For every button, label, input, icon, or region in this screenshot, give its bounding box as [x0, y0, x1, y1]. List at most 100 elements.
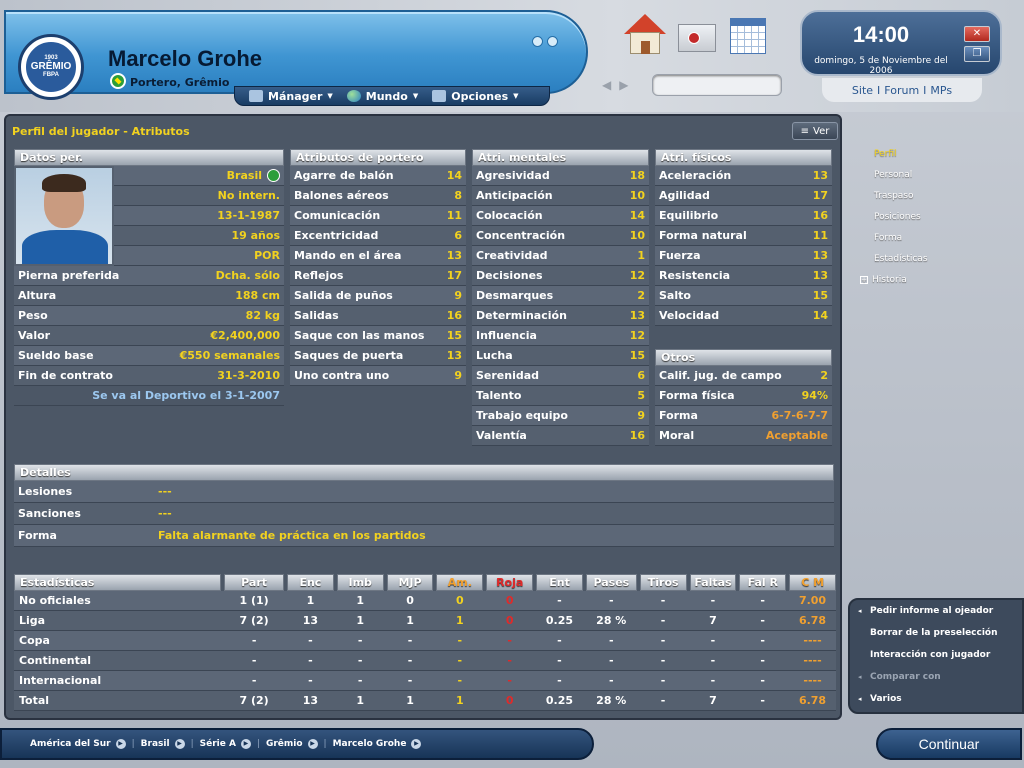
club-crest-icon[interactable]: 1903 GRÊMIO FBPA [18, 34, 84, 100]
breadcrumb-item[interactable]: Brasil ▶ [141, 739, 185, 749]
mentales-row[interactable]: Lucha 15 [472, 346, 649, 366]
portero-row[interactable]: Mando en el área 13 [290, 246, 466, 266]
chevron-right-icon[interactable]: ▶ [240, 739, 251, 749]
search-input[interactable] [652, 74, 782, 96]
mentales-row[interactable]: Serenidad 6 [472, 366, 649, 386]
stats-column-header[interactable]: Fal R [739, 574, 787, 591]
mentales-row[interactable]: Desmarques 2 [472, 286, 649, 306]
mentales-row[interactable]: Anticipación 10 [472, 186, 649, 206]
stats-column-header[interactable]: Pases [585, 574, 637, 591]
stats-column-header[interactable]: Roja [486, 574, 534, 591]
stats-row[interactable]: Copa - - - - - - - - - - - ---- [14, 631, 836, 651]
action-item[interactable]: ◂ Pedir informe al ojeador [850, 600, 1022, 622]
stats-column-header[interactable]: C M [789, 574, 837, 591]
portero-row[interactable]: Comunicación 11 [290, 206, 466, 226]
otros-row[interactable]: Calif. jug. de campo 2 [655, 366, 832, 386]
stats-column-header[interactable]: Tiros [639, 574, 687, 591]
datos-top-row[interactable]: Brasil [114, 166, 284, 186]
stats-row[interactable]: Internacional - - - - - - - - - - - ---- [14, 671, 836, 691]
stats-column-header[interactable]: Ent [536, 574, 583, 591]
stats-row[interactable]: Continental - - - - - - - - - - - ---- [14, 651, 836, 671]
stats-column-header[interactable]: Enc [286, 574, 334, 591]
header-prev-icon[interactable] [532, 36, 543, 47]
loan-note[interactable]: Se va al Deportivo el 3-1-2007 [14, 386, 284, 406]
mentales-row[interactable]: Colocación 14 [472, 206, 649, 226]
datos-row[interactable]: Altura 188 cm [14, 286, 284, 306]
fisicos-row[interactable]: Aceleración 13 [655, 166, 832, 186]
breadcrumb-item[interactable]: Série A ▶ [200, 739, 251, 749]
action-item[interactable]: Borrar de la preselección [850, 622, 1022, 644]
inbox-icon[interactable] [676, 14, 718, 58]
stats-column-header[interactable]: Part [224, 574, 284, 591]
breadcrumb-item[interactable]: América del Sur ▶ [30, 739, 126, 749]
fisicos-row[interactable]: Velocidad 14 [655, 306, 832, 326]
portero-row[interactable]: Excentricidad 6 [290, 226, 466, 246]
portero-row[interactable]: Agarre de balón 14 [290, 166, 466, 186]
chevron-right-icon[interactable]: ▶ [115, 739, 126, 749]
header-next-icon[interactable] [547, 36, 558, 47]
datos-top-row[interactable]: 19 años [114, 226, 284, 246]
portero-row[interactable]: Saques de puerta 13 [290, 346, 466, 366]
datos-top-row[interactable]: POR [114, 246, 284, 266]
portero-row[interactable]: Reflejos 17 [290, 266, 466, 286]
mentales-row[interactable]: Influencia 12 [472, 326, 649, 346]
stats-row[interactable]: Liga 7 (2) 13 1 1 1 0 0.25 28 % - 7 - 6.78 [14, 611, 836, 631]
breadcrumb-item[interactable]: Grêmio ▶ [266, 739, 318, 749]
mentales-row[interactable]: Trabajo equipo 9 [472, 406, 649, 426]
datos-row[interactable]: Fin de contrato 31-3-2010 [14, 366, 284, 386]
breadcrumb-item[interactable]: Marcelo Grohe ▶ [333, 739, 422, 749]
fisicos-row[interactable]: Fuerza 13 [655, 246, 832, 266]
side-nav-estadísticas[interactable]: Estadísticas [860, 251, 1010, 272]
portero-row[interactable]: Uno contra uno 9 [290, 366, 466, 386]
datos-row[interactable]: Valor €2,400,000 [14, 326, 284, 346]
datos-row[interactable]: Pierna preferida Dcha. sólo [14, 266, 284, 286]
datos-row[interactable]: Peso 82 kg [14, 306, 284, 326]
menu-mundo[interactable]: Mundo ▼ [346, 90, 418, 103]
mentales-row[interactable]: Talento 5 [472, 386, 649, 406]
side-nav-perfil[interactable]: Perfil [860, 146, 1010, 167]
action-item[interactable]: Interacción con jugador [850, 644, 1022, 666]
close-button[interactable]: ✕ [964, 26, 990, 42]
stats-column-header[interactable]: Imb [336, 574, 384, 591]
chevron-right-icon[interactable]: ▶ [174, 739, 185, 749]
chevron-right-icon[interactable]: ▶ [307, 739, 318, 749]
portero-row[interactable]: Salidas 16 [290, 306, 466, 326]
mentales-row[interactable]: Determinación 13 [472, 306, 649, 326]
mentales-row[interactable]: Decisiones 12 [472, 266, 649, 286]
site-link[interactable]: Site [851, 83, 874, 97]
otros-row[interactable]: Forma física 94% [655, 386, 832, 406]
mps-link[interactable]: MPs [930, 83, 953, 97]
stats-row[interactable]: Total 7 (2) 13 1 1 1 0 0.25 28 % - 7 - 6.78 [14, 691, 836, 711]
stats-row[interactable]: No oficiales 1 (1) 1 1 0 0 0 - - - - - 7.00 [14, 591, 836, 611]
expand-plus-icon[interactable]: + [860, 276, 868, 284]
detalles-row[interactable]: Forma Falta alarmante de práctica en los … [14, 525, 834, 547]
datos-row[interactable]: Sueldo base €550 semanales [14, 346, 284, 366]
fisicos-row[interactable]: Agilidad 17 [655, 186, 832, 206]
fisicos-row[interactable]: Equilibrio 16 [655, 206, 832, 226]
back-arrow-icon[interactable]: ◀ [602, 78, 612, 92]
menu-manager[interactable]: Mánager ▼ [249, 90, 333, 103]
side-nav-personal[interactable]: Personal [860, 167, 1010, 188]
restore-button[interactable]: ❐ [964, 46, 990, 62]
side-nav-posiciones[interactable]: Posiciones [860, 209, 1010, 230]
portero-row[interactable]: Salida de puños 9 [290, 286, 466, 306]
action-item[interactable]: ◂ Comparar con [850, 666, 1022, 688]
forum-link[interactable]: Forum [884, 83, 920, 97]
action-item[interactable]: ◂ Varios [850, 688, 1022, 710]
datos-top-row[interactable]: No intern. [114, 186, 284, 206]
portero-row[interactable]: Balones aéreos 8 [290, 186, 466, 206]
detalles-row[interactable]: Lesiones --- [14, 481, 834, 503]
stats-column-header[interactable]: Am. [436, 574, 484, 591]
side-nav-historia[interactable]: + Historia [860, 272, 1010, 293]
mentales-row[interactable]: Agresividad 18 [472, 166, 649, 186]
otros-row[interactable]: Forma 6-7-6-7-7 [655, 406, 832, 426]
side-nav-traspaso[interactable]: Traspaso [860, 188, 1010, 209]
forward-arrow-icon[interactable]: ▶ [619, 78, 629, 92]
side-nav-forma[interactable]: Forma [860, 230, 1010, 251]
mentales-row[interactable]: Valentía 16 [472, 426, 649, 446]
fisicos-row[interactable]: Resistencia 13 [655, 266, 832, 286]
stats-column-header[interactable]: Faltas [689, 574, 737, 591]
fisicos-row[interactable]: Salto 15 [655, 286, 832, 306]
home-icon[interactable] [624, 14, 666, 58]
ver-button[interactable]: ≡ Ver [792, 122, 838, 140]
